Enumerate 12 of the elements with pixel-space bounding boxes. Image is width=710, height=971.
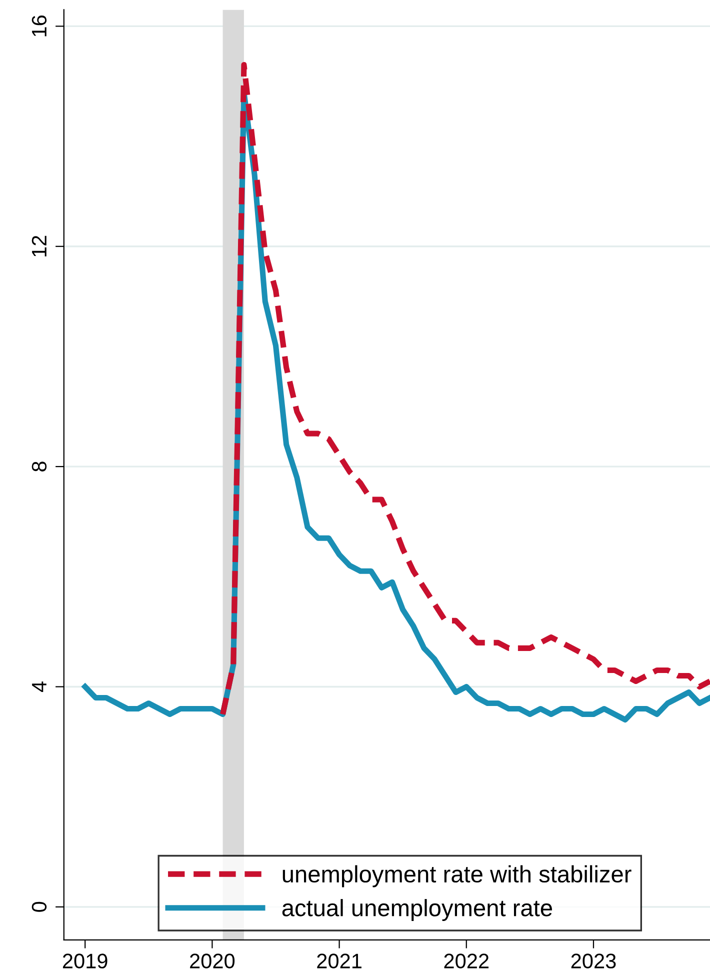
y-tick-label: 16 — [32, 16, 47, 36]
y-tick-label: 8 — [32, 462, 47, 472]
x-tick-label: 2020 — [190, 954, 235, 968]
y-tick-label: 4 — [32, 682, 46, 692]
x-tick-label: 2022 — [444, 954, 489, 968]
y-tick-label: 12 — [32, 236, 46, 256]
x-tick-label: 2021 — [317, 954, 362, 968]
x-tick-label: 2023 — [571, 954, 616, 968]
x-tick-label: 2019 — [62, 954, 108, 968]
legend-label: unemployment rate with stabilizer — [282, 865, 632, 888]
y-tick-label: 0 — [32, 902, 47, 912]
legend-label: actual unemployment rate — [282, 899, 552, 922]
